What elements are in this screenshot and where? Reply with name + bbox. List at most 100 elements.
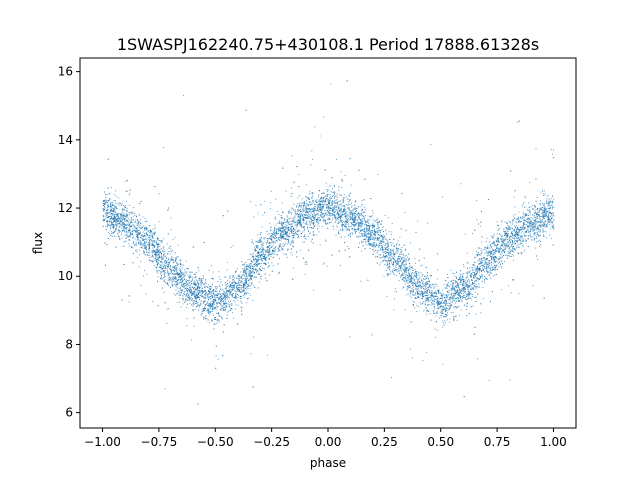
scatter-point: [508, 228, 510, 230]
scatter-point: [442, 294, 444, 296]
scatter-point: [129, 205, 131, 206]
scatter-point: [250, 272, 252, 274]
scatter-point: [466, 261, 468, 263]
scatter-point: [278, 236, 280, 238]
scatter-point: [118, 220, 120, 222]
scatter-point: [404, 256, 406, 258]
scatter-point: [221, 293, 223, 295]
scatter-point: [422, 359, 424, 361]
scatter-point: [533, 226, 535, 227]
scatter-point: [480, 260, 482, 262]
scatter-point: [417, 293, 419, 295]
scatter-point: [207, 301, 208, 303]
scatter-point: [376, 256, 378, 258]
scatter-point: [326, 207, 328, 209]
scatter-point: [440, 301, 442, 302]
scatter-point: [419, 290, 421, 292]
scatter-point: [396, 291, 397, 293]
scatter-point: [206, 304, 208, 306]
scatter-point: [521, 221, 522, 222]
scatter-point: [466, 283, 467, 285]
scatter-point: [158, 254, 160, 256]
scatter-point: [521, 235, 523, 237]
scatter-point: [148, 237, 150, 238]
scatter-point: [133, 207, 135, 209]
scatter-point: [449, 299, 451, 301]
scatter-point: [476, 285, 478, 287]
scatter-point: [342, 205, 344, 207]
scatter-point: [228, 310, 230, 312]
scatter-point: [368, 236, 369, 238]
scatter-point: [115, 216, 117, 218]
scatter-point: [297, 234, 299, 236]
scatter-point: [501, 221, 502, 223]
scatter-point: [425, 282, 427, 284]
scatter-point: [544, 212, 546, 214]
scatter-point: [142, 225, 144, 227]
scatter-point: [245, 261, 246, 263]
scatter-point: [509, 247, 511, 249]
scatter-point: [267, 253, 269, 255]
scatter-point: [473, 257, 475, 259]
scatter-point: [367, 221, 369, 223]
scatter-point: [302, 231, 304, 233]
scatter-point: [249, 271, 251, 273]
scatter-point: [192, 278, 193, 280]
scatter-point: [485, 268, 487, 270]
scatter-point: [269, 274, 271, 276]
scatter-point: [332, 213, 334, 214]
scatter-point: [350, 222, 352, 224]
scatter-point: [215, 355, 217, 357]
scatter-point: [155, 255, 157, 257]
scatter-point: [345, 215, 347, 216]
scatter-point: [237, 287, 239, 289]
scatter-point: [322, 197, 324, 199]
scatter-point: [377, 244, 379, 246]
scatter-point: [300, 236, 302, 238]
scatter-point: [197, 305, 199, 307]
scatter-point: [352, 212, 354, 214]
scatter-point: [534, 234, 536, 236]
scatter-point: [121, 204, 123, 206]
scatter-point: [192, 300, 194, 302]
scatter-point: [214, 290, 216, 292]
scatter-point: [110, 213, 112, 215]
scatter-point: [290, 223, 292, 225]
scatter-point: [192, 293, 194, 295]
scatter-point: [300, 218, 302, 220]
scatter-point: [386, 255, 387, 257]
scatter-point: [188, 293, 190, 295]
scatter-point: [422, 302, 424, 304]
scatter-point: [186, 325, 188, 327]
scatter-point: [313, 201, 315, 203]
scatter-point: [253, 276, 255, 278]
scatter-point: [153, 245, 155, 247]
scatter-point: [525, 227, 526, 229]
scatter-point: [512, 230, 514, 232]
scatter-point: [226, 314, 228, 316]
scatter-point: [437, 290, 439, 292]
scatter-point: [111, 210, 113, 212]
scatter-point: [250, 263, 252, 265]
scatter-point: [125, 230, 127, 232]
scatter-point: [533, 211, 535, 213]
scatter-point: [273, 248, 275, 250]
scatter-point: [497, 247, 499, 249]
scatter-point: [160, 266, 162, 268]
scatter-point: [414, 257, 416, 259]
scatter-point: [208, 321, 210, 323]
scatter-point: [229, 302, 230, 304]
scatter-point: [418, 272, 420, 274]
scatter-point: [442, 289, 444, 291]
scatter-point: [504, 254, 506, 256]
scatter-point: [387, 252, 389, 253]
scatter-point: [272, 245, 274, 247]
scatter-point: [216, 302, 218, 304]
scatter-point: [273, 241, 275, 243]
scatter-point: [447, 308, 449, 309]
scatter-point: [452, 299, 454, 301]
scatter-point: [258, 281, 260, 283]
scatter-point: [501, 220, 503, 222]
scatter-point: [333, 215, 335, 217]
scatter-point: [328, 205, 330, 207]
